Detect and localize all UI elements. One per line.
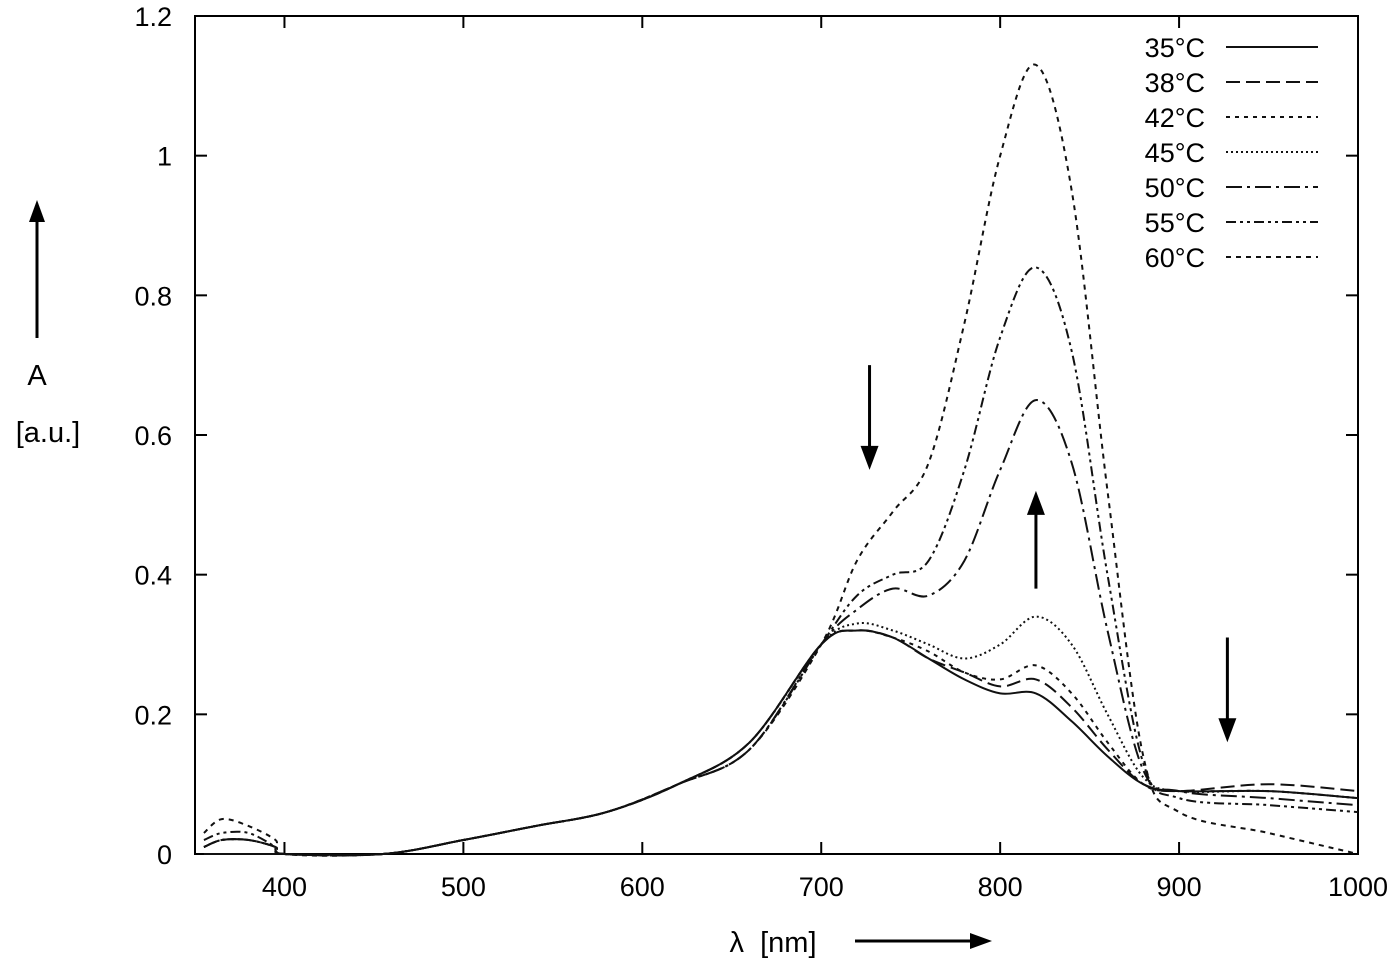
legend-label: 45°C (1145, 138, 1205, 168)
legend-label: 60°C (1145, 243, 1205, 273)
legend: 35°C 38°C 42°C 45°C 50°C 55°C 60°C (1145, 33, 1318, 273)
x-axis-label-group: λ [nm] (729, 927, 992, 959)
annotation-arrowhead (860, 445, 879, 470)
series-line-1 (203, 629, 1359, 857)
x-tick-label: 700 (799, 872, 844, 902)
annotation-arrows (860, 365, 1237, 743)
series-line-3 (203, 629, 1359, 857)
x-tick-label: 900 (1157, 872, 1202, 902)
x-tick-label: 500 (441, 872, 486, 902)
legend-label: 42°C (1145, 103, 1205, 133)
y-tick-label: 0 (157, 840, 172, 870)
y-tick-label: 1.2 (134, 2, 172, 32)
y-axis-arrowhead (29, 200, 45, 222)
y-tick-label: 0.4 (134, 561, 172, 591)
legend-label: 50°C (1145, 173, 1205, 203)
y-tick-label: 0.2 (134, 700, 172, 730)
annotation-arrowhead (1218, 718, 1237, 743)
legend-label: 55°C (1145, 208, 1205, 238)
legend-label: 38°C (1145, 68, 1205, 98)
series-line-6 (203, 266, 1359, 857)
series-line-7 (203, 63, 1359, 857)
x-axis-arrowhead (970, 933, 992, 949)
y-axis-label-bottom: [a.u.] (16, 417, 81, 449)
x-tick-label: 600 (620, 872, 665, 902)
legend-label: 35°C (1145, 33, 1205, 63)
axis-tick-labels: 400 500 600 700 800 900 1000 0 0.2 0.4 0.6 0.8 1 1.2 (134, 2, 1388, 902)
x-tick-label: 800 (978, 872, 1023, 902)
series-line-5 (203, 399, 1359, 857)
axis-ticks (195, 15, 1359, 855)
y-tick-label: 1 (157, 142, 172, 172)
x-tick-label: 1000 (1328, 872, 1388, 902)
y-tick-label: 0.8 (134, 281, 172, 311)
annotation-arrowhead (1026, 490, 1045, 515)
series-lines (203, 63, 1359, 857)
y-axis-label-top: A (27, 360, 47, 392)
series-line-4 (203, 615, 1359, 857)
x-tick-label: 400 (262, 872, 307, 902)
y-tick-label: 0.6 (134, 421, 172, 451)
x-axis-label: λ [nm] (729, 927, 816, 959)
series-line-2 (203, 629, 1359, 857)
y-axis-label-group: A [a.u.] (16, 200, 81, 449)
